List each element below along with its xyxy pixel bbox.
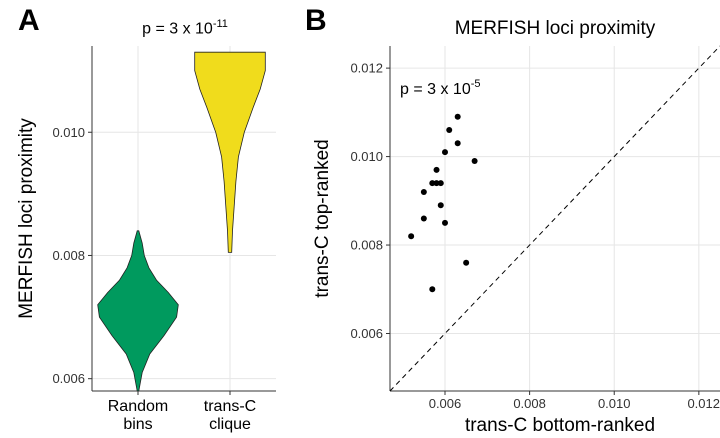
scatter-point — [463, 259, 470, 266]
panel-b-pvalue-text: p = 3 x 10 — [400, 81, 471, 98]
panel-a-pvalue: p = 3 x 10-11 — [95, 18, 275, 38]
scatter-point — [433, 180, 440, 187]
x-tick-label-b: 0.010 — [598, 396, 631, 411]
y-axis-title-b: trans-C top-ranked — [312, 139, 333, 297]
scatter-point — [408, 233, 415, 240]
panel-b-pvalue-exponent: -5 — [471, 78, 481, 90]
violin-0 — [97, 230, 179, 392]
panel-b-pvalue: p = 3 x 10-5 — [400, 78, 481, 98]
scatter-point — [429, 286, 436, 293]
scatter-point — [433, 166, 440, 173]
x-tick-label-b: 0.008 — [513, 396, 546, 411]
x-category-label-1-1: clique — [209, 416, 251, 433]
y-tick-label-b: 0.006 — [350, 326, 383, 341]
identity-line — [389, 45, 720, 392]
panel-b-letter: B — [305, 4, 327, 37]
y-axis-title-a: MERFISH loci proximity — [16, 118, 37, 319]
scatter-point — [442, 219, 448, 226]
scatter-point — [446, 127, 453, 134]
panel-b-title: MERFISH loci proximity — [454, 18, 656, 39]
x-tick-label-b: 0.006 — [429, 396, 462, 411]
y-tick-label-b: 0.010 — [350, 149, 383, 164]
scatter-point — [437, 180, 444, 187]
y-tick-label-b: 0.012 — [350, 61, 383, 76]
panel-a-pvalue-exponent: -11 — [212, 18, 228, 30]
x-category-label-1-0: trans-C — [204, 398, 256, 415]
violin-1 — [194, 51, 266, 253]
scatter-point — [429, 180, 436, 187]
y-tick-label-a: 0.006 — [52, 371, 85, 386]
scatter-point — [420, 215, 427, 222]
scatter-point — [420, 188, 427, 195]
scatter-point — [454, 113, 461, 120]
y-tick-label-b: 0.008 — [350, 238, 383, 253]
x-tick-label-b: 0.012 — [687, 396, 720, 411]
scatter-point — [471, 158, 478, 164]
scatter-point — [442, 149, 448, 156]
panel-a-pvalue-text: p = 3 x 10 — [142, 20, 213, 38]
x-category-label-0-1: bins — [123, 416, 152, 433]
scatter-point — [437, 202, 444, 209]
x-category-label-0-0: Random — [108, 398, 168, 415]
scatter-point — [454, 140, 461, 147]
y-tick-label-a: 0.010 — [52, 125, 85, 140]
x-axis-title-b: trans-C bottom-ranked — [465, 415, 655, 436]
y-tick-label-a: 0.008 — [52, 248, 85, 263]
panel-a-letter: A — [18, 4, 40, 37]
